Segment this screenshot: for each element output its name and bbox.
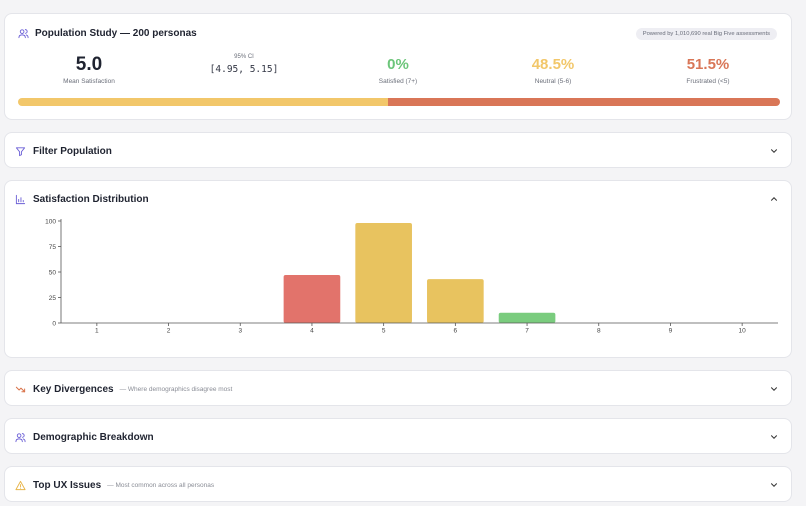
x-tick-label: 2 — [167, 328, 171, 335]
satisfaction-distribution-section: Satisfaction Distribution 0 25 50 75 100 1 2 3 4… — [4, 180, 792, 358]
key-divergences-subtitle: — Where demographics disagree most — [119, 385, 233, 393]
mean-value: 5.0 — [75, 54, 103, 75]
warning-icon — [15, 480, 26, 490]
demographic-breakdown-title: Demographic Breakdown — [33, 431, 154, 443]
frustrated-label: Frustrated (<5) — [686, 78, 730, 85]
satisfaction-distribution-chart: 0 25 50 75 100 1 2 3 4 5 6 7 8 9 10 — [45, 218, 778, 335]
funnel-icon — [15, 146, 26, 156]
neutral-label: Neutral (5-6) — [534, 78, 572, 85]
confidence-interval-stat: 95% CI [4.95, 5.15] — [199, 54, 289, 75]
neutral-value: 48.5% — [531, 56, 575, 73]
y-tick-label: 25 — [49, 295, 57, 302]
data-source-badge: Powered by 1,010,690 real Big Five asses… — [635, 28, 777, 40]
top-ux-issues-title: Top UX Issues — [33, 479, 102, 491]
bar-score-6 — [427, 279, 484, 323]
filter-population-header[interactable]: Filter Population — [5, 133, 791, 169]
x-tick-label: 5 — [382, 328, 386, 335]
y-tick-label: 75 — [49, 244, 57, 251]
bar-score-4 — [283, 275, 341, 323]
ci-value: [4.95, 5.15] — [209, 64, 279, 75]
top-ux-issues-header[interactable]: Top UX Issues — Most common across all p… — [5, 467, 791, 503]
ci-label: 95% CI — [234, 54, 254, 60]
satisfied-stat: 0% Satisfied (7+) — [358, 55, 438, 85]
chevron-up-icon[interactable] — [769, 194, 779, 204]
bar-score-5 — [355, 223, 412, 323]
x-tick-label: 4 — [310, 328, 314, 335]
frustrated-segment — [387, 98, 780, 106]
top-ux-issues-subtitle: — Most common across all personas — [107, 481, 215, 489]
x-tick-label: 6 — [454, 328, 458, 335]
filter-population-section[interactable]: Filter Population — [4, 132, 792, 168]
bar-score-7 — [498, 312, 556, 323]
demographic-breakdown-section[interactable]: Demographic Breakdown — [4, 418, 792, 454]
y-tick-label: 0 — [52, 320, 56, 327]
x-tick-label: 10 — [739, 328, 747, 335]
x-tick-label: 1 — [95, 328, 99, 335]
mean-label: Mean Satisfaction — [63, 78, 115, 85]
neutral-segment — [18, 98, 388, 106]
satisfied-label: Satisfied (7+) — [378, 78, 418, 85]
satisfaction-distribution-header[interactable]: Satisfaction Distribution — [5, 181, 791, 217]
satisfaction-split-bar — [18, 98, 780, 106]
study-header: Population Study — 200 personas — [18, 28, 197, 39]
x-tick-label: 7 — [525, 328, 529, 335]
chevron-down-icon[interactable] — [769, 432, 779, 442]
mean-satisfaction-stat: 5.0 Mean Satisfaction — [49, 54, 129, 86]
frustrated-value: 51.5% — [686, 56, 730, 73]
x-tick-label: 8 — [597, 328, 601, 335]
x-tick-label: 3 — [238, 328, 242, 335]
users-icon — [18, 29, 29, 39]
chevron-down-icon[interactable] — [769, 480, 779, 490]
key-divergences-section[interactable]: Key Divergences — Where demographics dis… — [4, 370, 792, 406]
study-title: Population Study — 200 personas — [35, 28, 197, 39]
demographic-breakdown-header[interactable]: Demographic Breakdown — [5, 419, 791, 455]
key-divergences-title: Key Divergences — [33, 383, 114, 395]
y-tick-label: 50 — [49, 269, 57, 276]
satisfaction-distribution-title: Satisfaction Distribution — [33, 193, 149, 205]
frustrated-stat: 51.5% Frustrated (<5) — [663, 55, 753, 85]
satisfied-value: 0% — [387, 56, 409, 73]
chevron-down-icon[interactable] — [769, 146, 779, 156]
top-ux-issues-section[interactable]: Top UX Issues — Most common across all p… — [4, 466, 792, 502]
neutral-stat: 48.5% Neutral (5-6) — [508, 55, 598, 85]
y-tick-label: 100 — [45, 218, 56, 225]
trend-down-icon — [15, 386, 26, 392]
population-study-card: Population Study — 200 personas Powered … — [4, 13, 792, 120]
bar-chart-icon — [15, 194, 26, 204]
key-divergences-header[interactable]: Key Divergences — Where demographics dis… — [5, 371, 791, 407]
x-tick-label: 9 — [669, 328, 673, 335]
filter-population-title: Filter Population — [33, 145, 112, 157]
chevron-down-icon[interactable] — [769, 384, 779, 394]
users-icon — [15, 432, 26, 442]
